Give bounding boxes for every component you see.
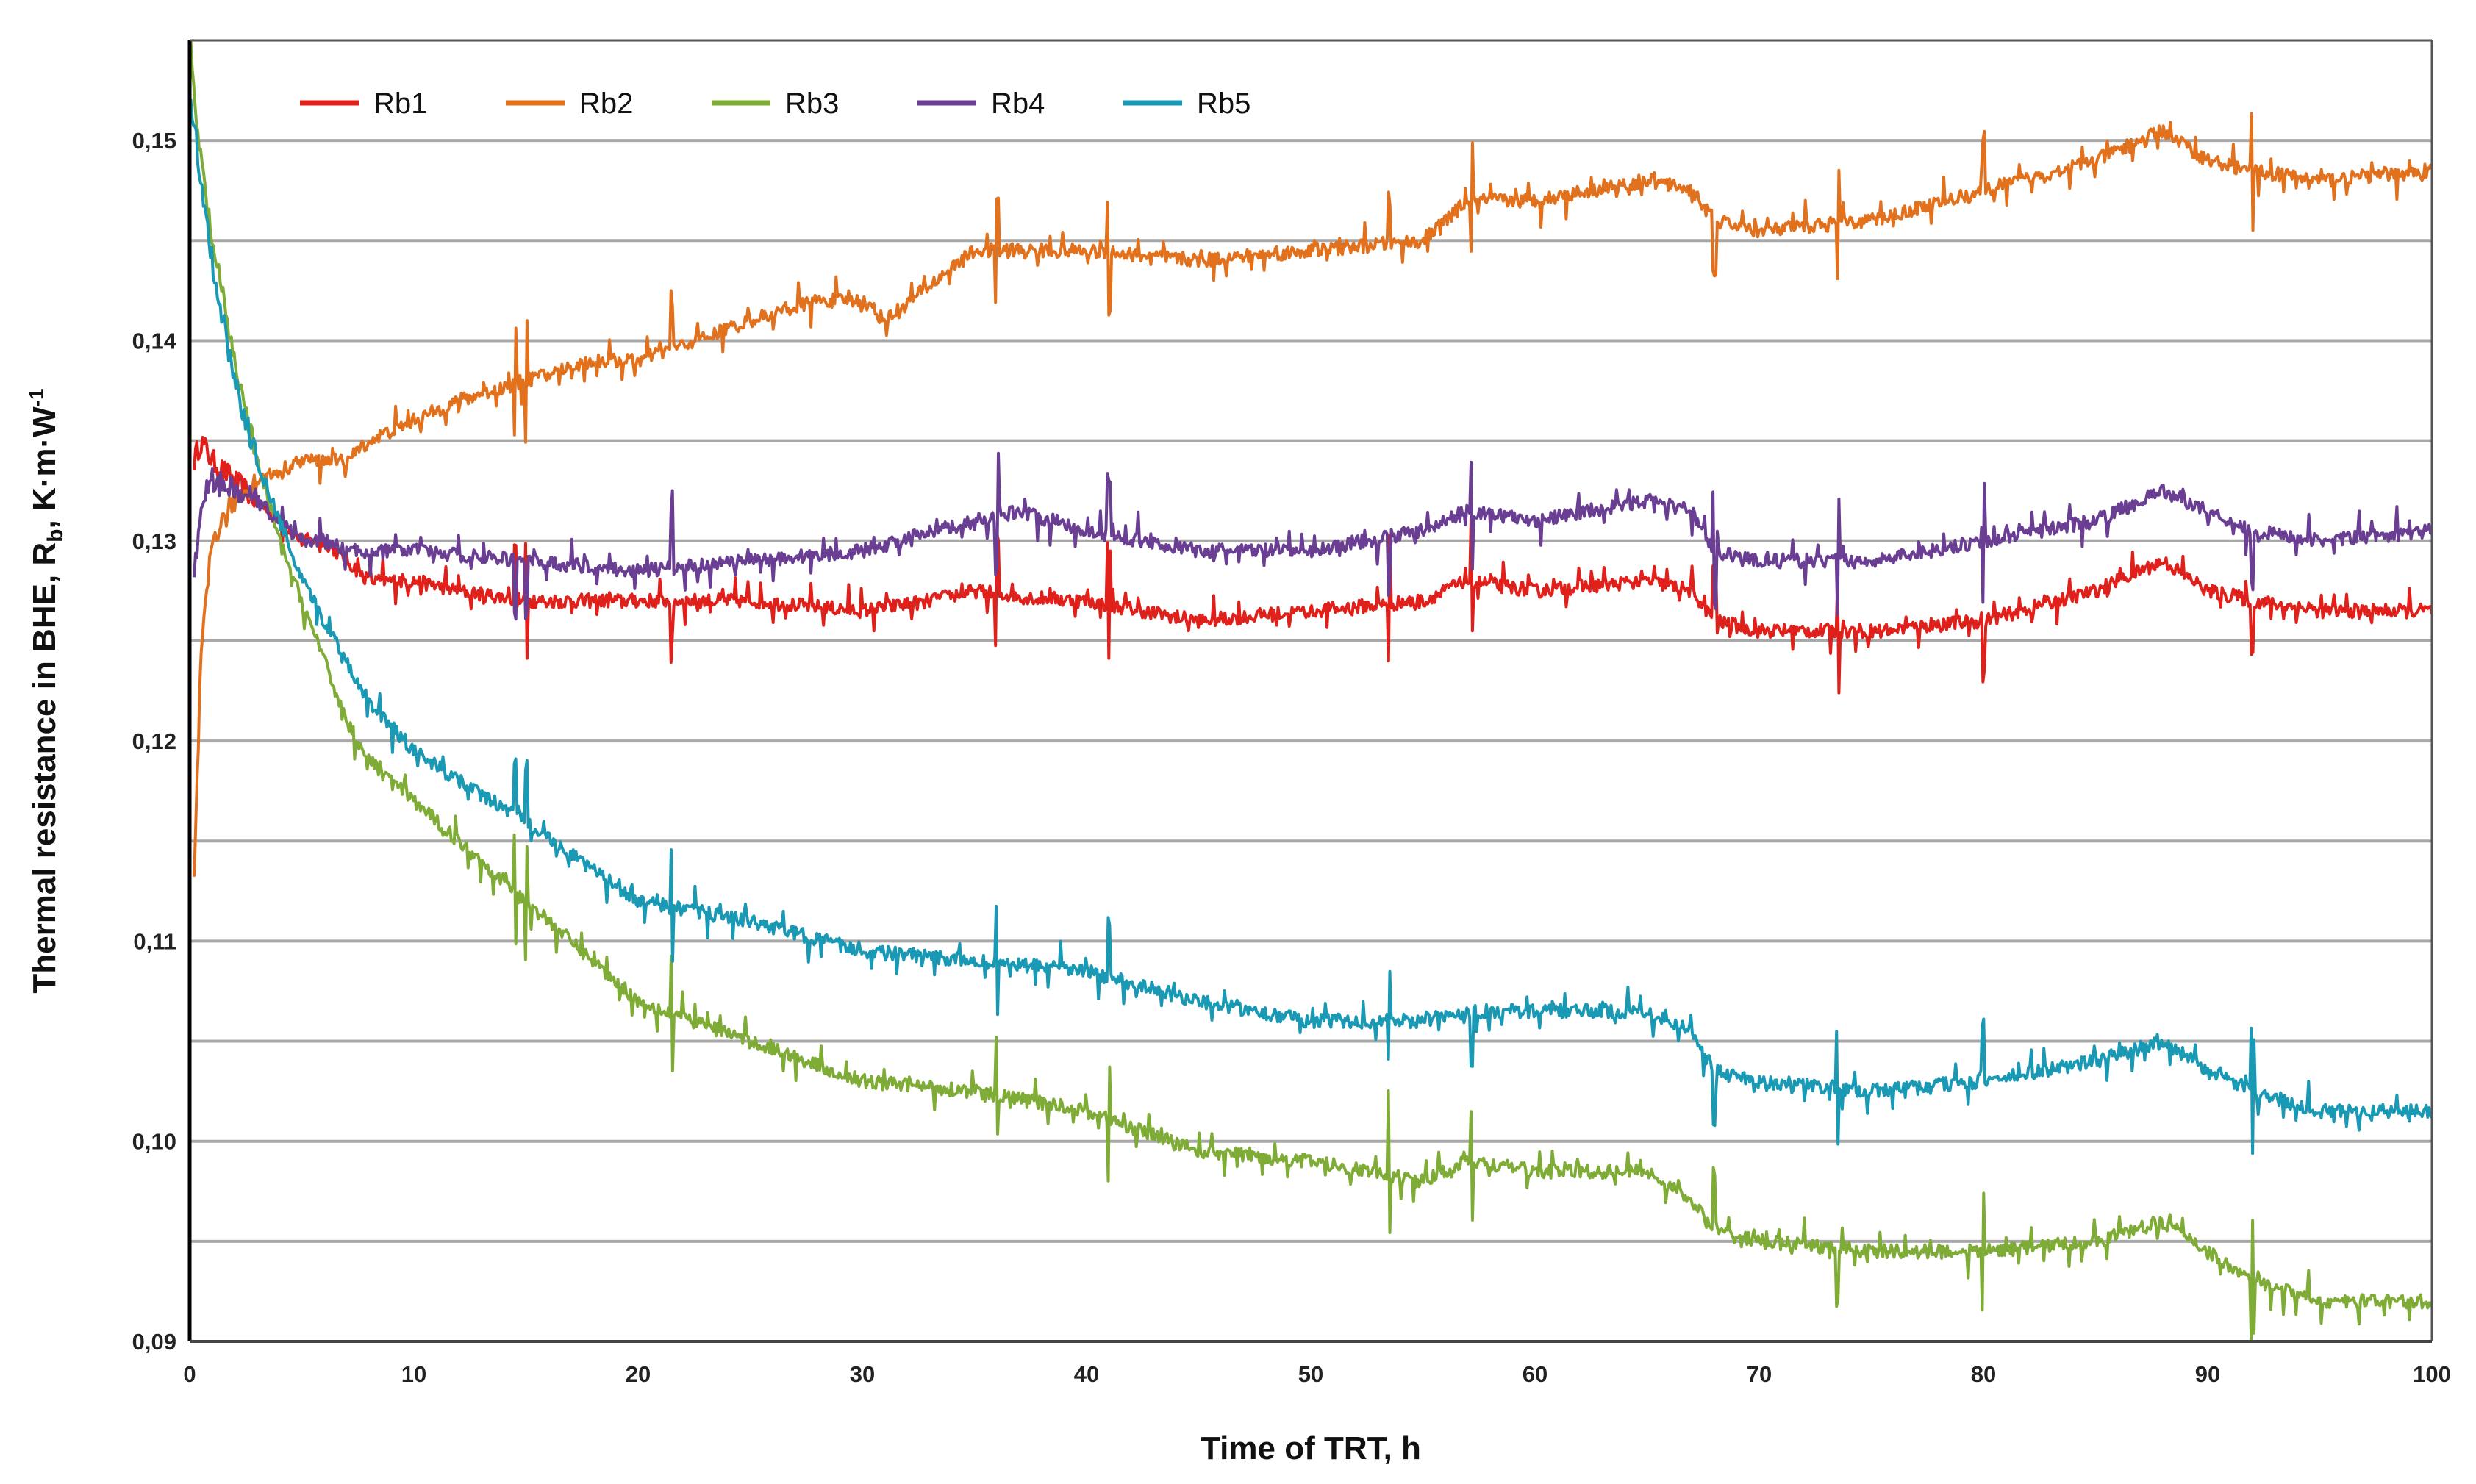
y-axis-title-main: Thermal resistance in BHE, R (26, 542, 62, 994)
legend-label-rb3: Rb3 (785, 87, 839, 120)
x-tick-label: 40 (1074, 1361, 1099, 1387)
series-line-rb4 (193, 451, 2433, 621)
axes (187, 39, 2433, 1343)
series-line-rb5 (189, 98, 2433, 1155)
legend-label-rb4: Rb4 (991, 87, 1045, 120)
series-lines (189, 40, 2433, 1341)
y-axis-title-units: , K·m·W (26, 406, 62, 529)
y-axis-title-superscript: -1 (25, 388, 48, 406)
series-line-rb2 (193, 112, 2433, 877)
y-tick-label: 0,10 (132, 1129, 176, 1155)
legend-label-rb5: Rb5 (1197, 87, 1250, 120)
x-tick-label: 80 (1971, 1361, 1996, 1387)
x-tick-label: 60 (1523, 1361, 1548, 1387)
x-tick-label: 0 (183, 1361, 196, 1387)
y-tick-label: 0,12 (132, 728, 176, 754)
legend-label-rb2: Rb2 (579, 87, 633, 120)
y-tick-labels: 0,09 0,10 0,11 0,12 0,13 0,14 0,15 (132, 128, 177, 1355)
x-tick-label: 100 (2413, 1361, 2451, 1387)
y-tick-label: 0,15 (132, 128, 176, 154)
x-tick-label: 70 (1747, 1361, 1772, 1387)
gridlines (190, 139, 2432, 1243)
y-axis-title-subscript: b (43, 529, 68, 542)
x-tick-label: 20 (626, 1361, 651, 1387)
legend: Rb1 Rb2 Rb3 Rb4 Rb5 (300, 87, 1250, 120)
legend-label-rb1: Rb1 (373, 87, 427, 120)
y-tick-label: 0,09 (132, 1329, 176, 1355)
x-axis-title: Time of TRT, h (1201, 1430, 1421, 1466)
x-tick-label: 90 (2195, 1361, 2220, 1387)
y-tick-label: 0,13 (132, 528, 176, 554)
y-tick-label: 0,14 (132, 328, 177, 354)
x-tick-labels: 0 10 20 30 40 50 60 70 80 90 100 (183, 1361, 2450, 1387)
y-axis-title: Thermal resistance in BHE, Rb, K·m·W-1 (25, 388, 68, 993)
x-tick-label: 50 (1298, 1361, 1323, 1387)
series-line-rb1 (193, 436, 2433, 695)
x-tick-label: 10 (401, 1361, 426, 1387)
x-tick-label: 30 (850, 1361, 875, 1387)
series-line-rb3 (189, 40, 2433, 1341)
y-tick-label: 0,11 (133, 928, 176, 954)
